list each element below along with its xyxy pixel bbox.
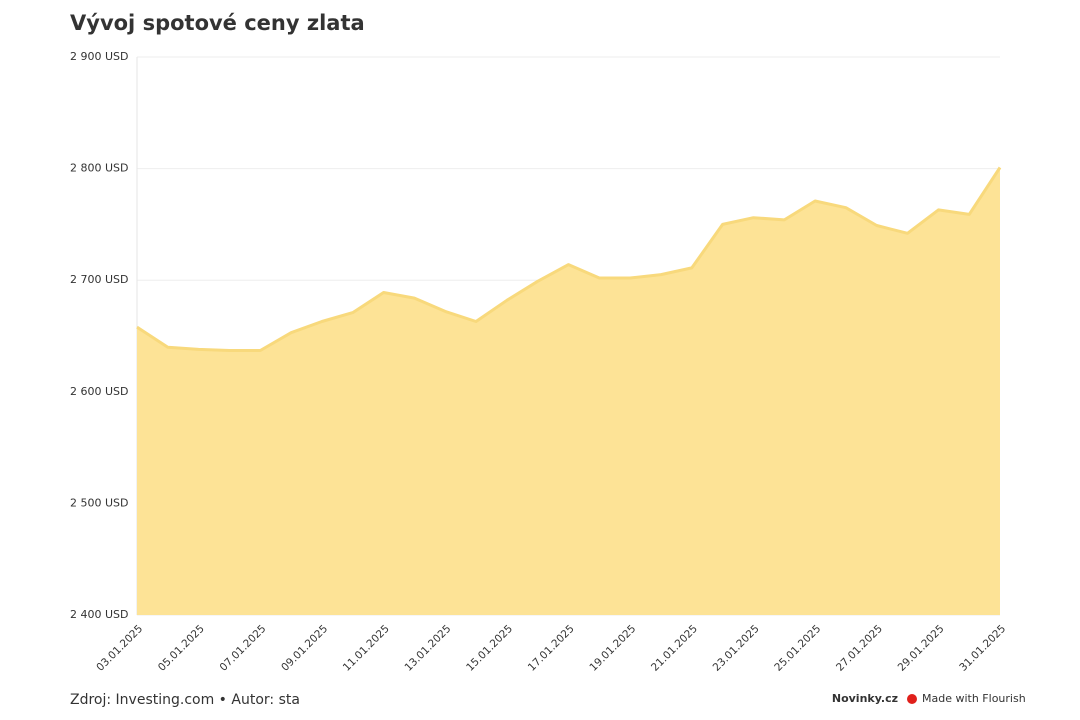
x-tick-label: 23.01.2025 (711, 623, 762, 674)
x-tick-label: 25.01.2025 (772, 623, 823, 674)
y-tick-label: 2 900 USD (70, 50, 129, 63)
x-tick-label: 19.01.2025 (587, 623, 638, 674)
y-tick-label: 2 400 USD (70, 608, 129, 621)
x-tick-label: 17.01.2025 (526, 623, 577, 674)
y-tick-label: 2 800 USD (70, 162, 129, 175)
x-tick-label: 15.01.2025 (464, 623, 515, 674)
credit: Made with Flourish (922, 692, 1026, 705)
y-tick-label: 2 700 USD (70, 273, 129, 286)
x-tick-label: 31.01.2025 (957, 623, 1008, 674)
flourish-icon (907, 694, 917, 704)
x-tick-label: 21.01.2025 (649, 623, 700, 674)
area (137, 167, 1000, 615)
publisher: Novinky.cz (832, 692, 898, 705)
x-tick-label: 29.01.2025 (896, 623, 947, 674)
line (136, 166, 1002, 352)
source: Zdroj: Investing.com • Autor: sta (70, 692, 300, 708)
x-tick-label: 03.01.2025 (94, 623, 145, 674)
x-tick-label: 09.01.2025 (279, 623, 330, 674)
x-tick-label: 07.01.2025 (218, 623, 269, 674)
x-tick-label: 27.01.2025 (834, 623, 885, 674)
y-tick-label: 2 600 USD (70, 385, 129, 398)
chart-title: Vývoj spotové ceny zlata (70, 11, 365, 35)
x-tick-label: 11.01.2025 (341, 623, 392, 674)
x-tick-label: 05.01.2025 (156, 623, 207, 674)
x-tick-label: 13.01.2025 (402, 623, 453, 674)
y-tick-label: 2 500 USD (70, 496, 129, 509)
